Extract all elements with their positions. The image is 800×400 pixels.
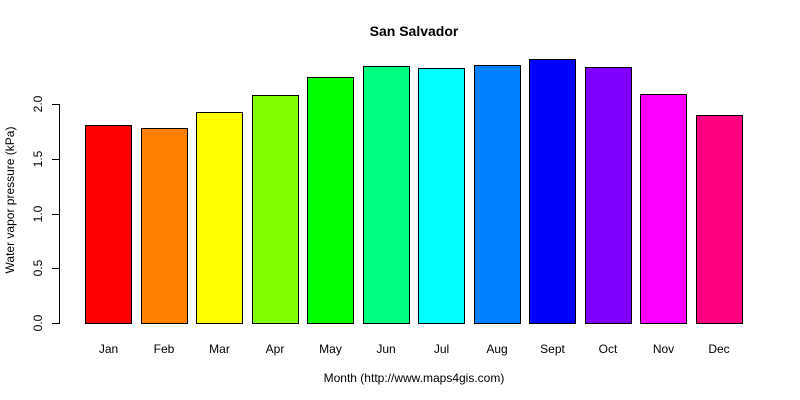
x-tick-label: Apr: [265, 342, 285, 356]
x-tick-label: Jun: [376, 342, 396, 356]
x-tick-label: Aug: [486, 342, 508, 356]
x-tick-label: Oct: [598, 342, 618, 356]
bar-sept: [529, 59, 576, 324]
bar-feb: [140, 128, 188, 324]
bar-oct: [584, 66, 632, 324]
chart-title: San Salvador: [369, 23, 459, 39]
y-tick-label: 2.0: [31, 95, 45, 113]
x-tick-label: Mar: [209, 342, 230, 356]
x-tick-label: Jan: [98, 342, 119, 356]
bar-dec: [695, 114, 743, 324]
y-tick-label: 0.5: [31, 259, 45, 277]
y-tick: [52, 213, 59, 215]
bar-nov: [640, 94, 687, 324]
x-tick-label: May: [319, 342, 342, 356]
x-tick-label: Nov: [652, 342, 675, 356]
y-tick-label: 0.0: [31, 314, 45, 332]
bar-jul: [418, 67, 465, 324]
x-axis-label: Month (http://www.maps4gis.com): [323, 371, 505, 385]
bar-jan: [85, 124, 132, 324]
y-tick: [52, 104, 59, 105]
y-axis-label: Water vapor pressure (kPa): [3, 126, 17, 274]
x-tick-label: Sept: [540, 342, 565, 356]
x-tick-label: Feb: [153, 342, 175, 356]
bar-may: [307, 76, 354, 324]
y-tick: [52, 323, 59, 324]
y-tick: [52, 268, 59, 270]
x-tick-label: Dec: [708, 342, 730, 356]
y-axis-line: [59, 104, 60, 324]
bar-jun: [362, 65, 410, 324]
y-tick: [52, 158, 59, 160]
x-tick-label: Jul: [433, 342, 450, 356]
bar-apr: [251, 95, 299, 324]
bar-aug: [473, 64, 521, 324]
y-tick-label: 1.5: [31, 150, 45, 168]
y-tick-label: 1.0: [31, 205, 45, 222]
bar-mar: [196, 111, 243, 324]
